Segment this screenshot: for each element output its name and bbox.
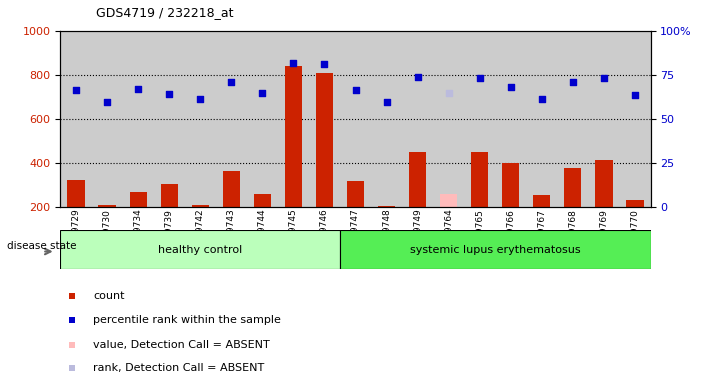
Point <box>443 89 454 96</box>
Bar <box>223 171 240 207</box>
Bar <box>92 31 122 207</box>
Bar <box>626 200 643 207</box>
Bar <box>595 160 612 207</box>
Text: percentile rank within the sample: percentile rank within the sample <box>93 315 281 325</box>
Bar <box>565 167 582 207</box>
Bar <box>409 152 426 207</box>
Point <box>67 317 78 323</box>
Point <box>225 78 237 84</box>
Point <box>474 75 486 81</box>
Bar <box>371 31 402 207</box>
Point <box>102 99 113 106</box>
Point <box>67 293 78 299</box>
Text: value, Detection Call = ABSENT: value, Detection Call = ABSENT <box>93 339 269 349</box>
Bar <box>192 205 209 207</box>
Bar <box>254 194 271 207</box>
Bar <box>378 206 395 207</box>
Bar <box>619 31 651 207</box>
Bar <box>122 31 154 207</box>
Text: healthy control: healthy control <box>158 245 242 255</box>
Bar <box>278 31 309 207</box>
Point <box>505 84 516 90</box>
Text: disease state: disease state <box>7 241 77 251</box>
Bar <box>502 163 519 207</box>
Point <box>567 78 579 84</box>
Point <box>536 96 547 102</box>
Bar <box>309 31 340 207</box>
Bar <box>496 31 526 207</box>
Text: count: count <box>93 291 124 301</box>
Point <box>257 89 268 96</box>
Bar <box>215 31 247 207</box>
Text: systemic lupus erythematosus: systemic lupus erythematosus <box>410 245 581 255</box>
Bar <box>557 31 589 207</box>
Bar <box>316 73 333 207</box>
Point <box>412 74 423 80</box>
Point <box>598 75 609 81</box>
Bar <box>161 184 178 207</box>
Bar <box>347 181 364 207</box>
Bar <box>526 31 557 207</box>
Point <box>629 92 641 98</box>
Bar <box>433 31 464 207</box>
Bar <box>440 194 457 207</box>
FancyBboxPatch shape <box>340 230 651 269</box>
Text: rank, Detection Call = ABSENT: rank, Detection Call = ABSENT <box>93 363 264 374</box>
Bar <box>154 31 185 207</box>
Point <box>350 87 361 93</box>
Bar <box>471 152 488 207</box>
Point <box>195 96 206 102</box>
Point <box>67 366 78 372</box>
Bar <box>533 195 550 207</box>
Bar <box>185 31 215 207</box>
Bar <box>129 192 146 207</box>
FancyBboxPatch shape <box>60 230 340 269</box>
Bar <box>464 31 496 207</box>
Bar <box>99 205 116 207</box>
Bar <box>340 31 371 207</box>
Point <box>132 86 144 92</box>
Bar <box>589 31 619 207</box>
Bar <box>402 31 433 207</box>
Bar <box>285 66 302 207</box>
Text: GDS4719 / 232218_at: GDS4719 / 232218_at <box>96 6 233 19</box>
Bar <box>68 180 85 207</box>
Point <box>67 341 78 348</box>
Point <box>319 61 330 67</box>
Point <box>288 60 299 66</box>
Bar <box>60 31 92 207</box>
Point <box>381 99 392 106</box>
Point <box>70 87 82 93</box>
Bar <box>247 31 278 207</box>
Point <box>164 91 175 97</box>
